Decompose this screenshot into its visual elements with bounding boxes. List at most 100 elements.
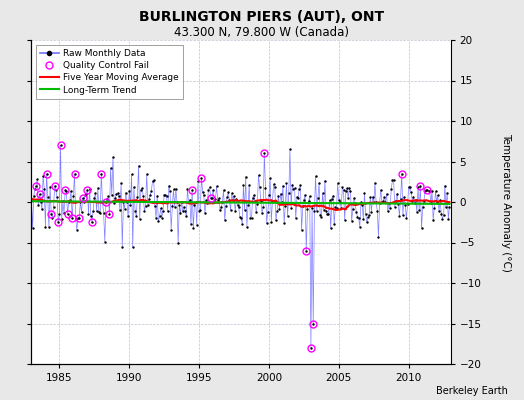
Point bbox=[230, 193, 238, 199]
Point bbox=[113, 190, 122, 196]
Point bbox=[409, 194, 418, 200]
Point bbox=[302, 247, 310, 254]
Point bbox=[73, 227, 81, 233]
Point bbox=[325, 197, 334, 204]
Point bbox=[267, 218, 276, 225]
Point bbox=[310, 207, 319, 214]
Point bbox=[274, 192, 282, 199]
Point bbox=[350, 195, 358, 202]
Point bbox=[166, 188, 174, 194]
Point bbox=[384, 208, 392, 215]
Point bbox=[48, 214, 57, 221]
Point bbox=[257, 198, 265, 204]
Point bbox=[226, 207, 235, 213]
Point bbox=[119, 199, 128, 206]
Point bbox=[47, 211, 56, 217]
Legend: Raw Monthly Data, Quality Control Fail, Five Year Moving Average, Long-Term Tren: Raw Monthly Data, Quality Control Fail, … bbox=[36, 44, 183, 99]
Point bbox=[214, 197, 222, 204]
Point bbox=[76, 198, 84, 205]
Point bbox=[260, 150, 268, 156]
Point bbox=[442, 204, 450, 210]
Point bbox=[235, 204, 243, 210]
Point bbox=[321, 177, 329, 184]
Point bbox=[436, 197, 444, 204]
Point bbox=[111, 195, 119, 201]
Point bbox=[245, 182, 254, 188]
Point bbox=[112, 191, 121, 198]
Point bbox=[371, 180, 379, 186]
Point bbox=[444, 216, 453, 222]
Point bbox=[161, 192, 170, 198]
Point bbox=[38, 206, 46, 212]
Point bbox=[421, 188, 429, 194]
Point bbox=[118, 243, 126, 250]
Point bbox=[91, 190, 100, 196]
Point bbox=[415, 207, 423, 213]
Point bbox=[123, 199, 131, 206]
Point bbox=[317, 214, 325, 220]
Point bbox=[212, 183, 221, 189]
Point bbox=[189, 225, 198, 231]
Point bbox=[31, 186, 39, 192]
Point bbox=[388, 177, 397, 184]
Point bbox=[437, 211, 445, 217]
Point bbox=[222, 203, 230, 210]
Point bbox=[138, 185, 146, 192]
Point bbox=[419, 204, 427, 211]
Point bbox=[411, 196, 420, 203]
Point bbox=[208, 195, 216, 202]
Point bbox=[434, 192, 442, 199]
Point bbox=[272, 217, 280, 224]
Point bbox=[244, 202, 252, 208]
Point bbox=[332, 204, 341, 211]
Point bbox=[197, 174, 205, 181]
Point bbox=[435, 208, 443, 214]
Point bbox=[94, 185, 102, 191]
Point bbox=[423, 187, 432, 193]
Point bbox=[148, 178, 157, 184]
Point bbox=[381, 199, 390, 206]
Point bbox=[106, 165, 115, 171]
Point bbox=[134, 162, 143, 169]
Point bbox=[427, 200, 435, 207]
Point bbox=[152, 215, 160, 221]
Point bbox=[211, 196, 220, 203]
Point bbox=[63, 211, 72, 217]
Point bbox=[27, 197, 36, 204]
Point bbox=[144, 202, 152, 208]
Point bbox=[252, 209, 260, 216]
Point bbox=[41, 224, 50, 230]
Point bbox=[61, 187, 69, 193]
Point bbox=[261, 184, 270, 191]
Point bbox=[104, 193, 113, 200]
Point bbox=[49, 204, 58, 210]
Point bbox=[75, 215, 83, 222]
Point bbox=[205, 184, 214, 190]
Point bbox=[122, 189, 130, 196]
Point bbox=[146, 192, 155, 198]
Point bbox=[223, 194, 231, 200]
Point bbox=[151, 203, 159, 209]
Point bbox=[78, 209, 86, 216]
Point bbox=[58, 216, 66, 222]
Point bbox=[40, 186, 48, 192]
Point bbox=[95, 209, 103, 216]
Point bbox=[50, 182, 59, 189]
Point bbox=[130, 184, 138, 190]
Point bbox=[169, 186, 178, 192]
Point bbox=[281, 203, 289, 209]
Point bbox=[153, 192, 161, 199]
Point bbox=[398, 170, 406, 177]
Point bbox=[429, 217, 438, 223]
Point bbox=[232, 196, 241, 202]
Point bbox=[392, 198, 400, 204]
Point bbox=[385, 200, 393, 206]
Point bbox=[249, 192, 258, 198]
Point bbox=[256, 184, 264, 190]
Point bbox=[338, 184, 346, 190]
Point bbox=[268, 197, 277, 204]
Point bbox=[100, 210, 108, 217]
Point bbox=[251, 198, 259, 204]
Point bbox=[115, 193, 123, 199]
Point bbox=[99, 198, 107, 205]
